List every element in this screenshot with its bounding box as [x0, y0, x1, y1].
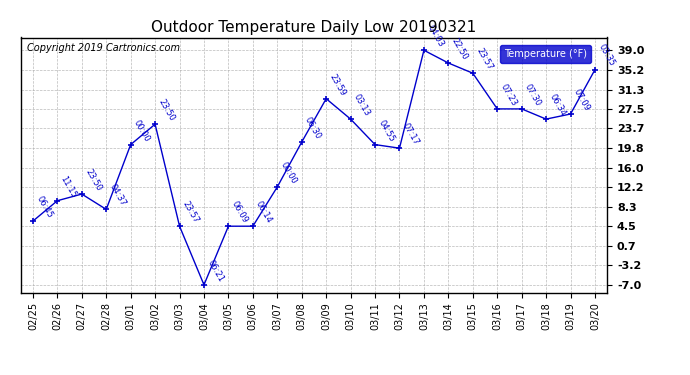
Text: 06:09: 06:09: [230, 200, 250, 225]
Text: 22:50: 22:50: [450, 36, 469, 62]
Text: 06:30: 06:30: [303, 116, 323, 141]
Text: 23:57: 23:57: [181, 200, 201, 225]
Legend: Temperature (°F): Temperature (°F): [500, 45, 591, 63]
Text: 06:21: 06:21: [206, 258, 225, 284]
Text: 03:35: 03:35: [596, 43, 616, 68]
Text: 23:50: 23:50: [157, 98, 176, 123]
Text: 23:59: 23:59: [328, 72, 347, 97]
Text: 07:23: 07:23: [499, 82, 518, 108]
Text: 07:09: 07:09: [572, 87, 591, 112]
Text: 06:14: 06:14: [254, 200, 274, 225]
Title: Outdoor Temperature Daily Low 20190321: Outdoor Temperature Daily Low 20190321: [151, 20, 477, 35]
Text: 07:17: 07:17: [401, 122, 421, 147]
Text: 06:34: 06:34: [547, 92, 567, 118]
Text: 00:00: 00:00: [132, 118, 152, 143]
Text: 23:50: 23:50: [83, 168, 103, 193]
Text: 03:13: 03:13: [352, 92, 372, 118]
Text: 07:30: 07:30: [523, 82, 543, 108]
Text: Copyright 2019 Cartronics.com: Copyright 2019 Cartronics.com: [26, 43, 179, 52]
Text: 04:37: 04:37: [108, 183, 128, 208]
Text: 23:57: 23:57: [474, 46, 494, 72]
Text: 00:00: 00:00: [279, 160, 298, 186]
Text: 11:15: 11:15: [59, 174, 79, 199]
Text: 04:55: 04:55: [377, 118, 396, 143]
Text: 06:45: 06:45: [34, 195, 54, 220]
Text: 04:03: 04:03: [425, 24, 445, 49]
